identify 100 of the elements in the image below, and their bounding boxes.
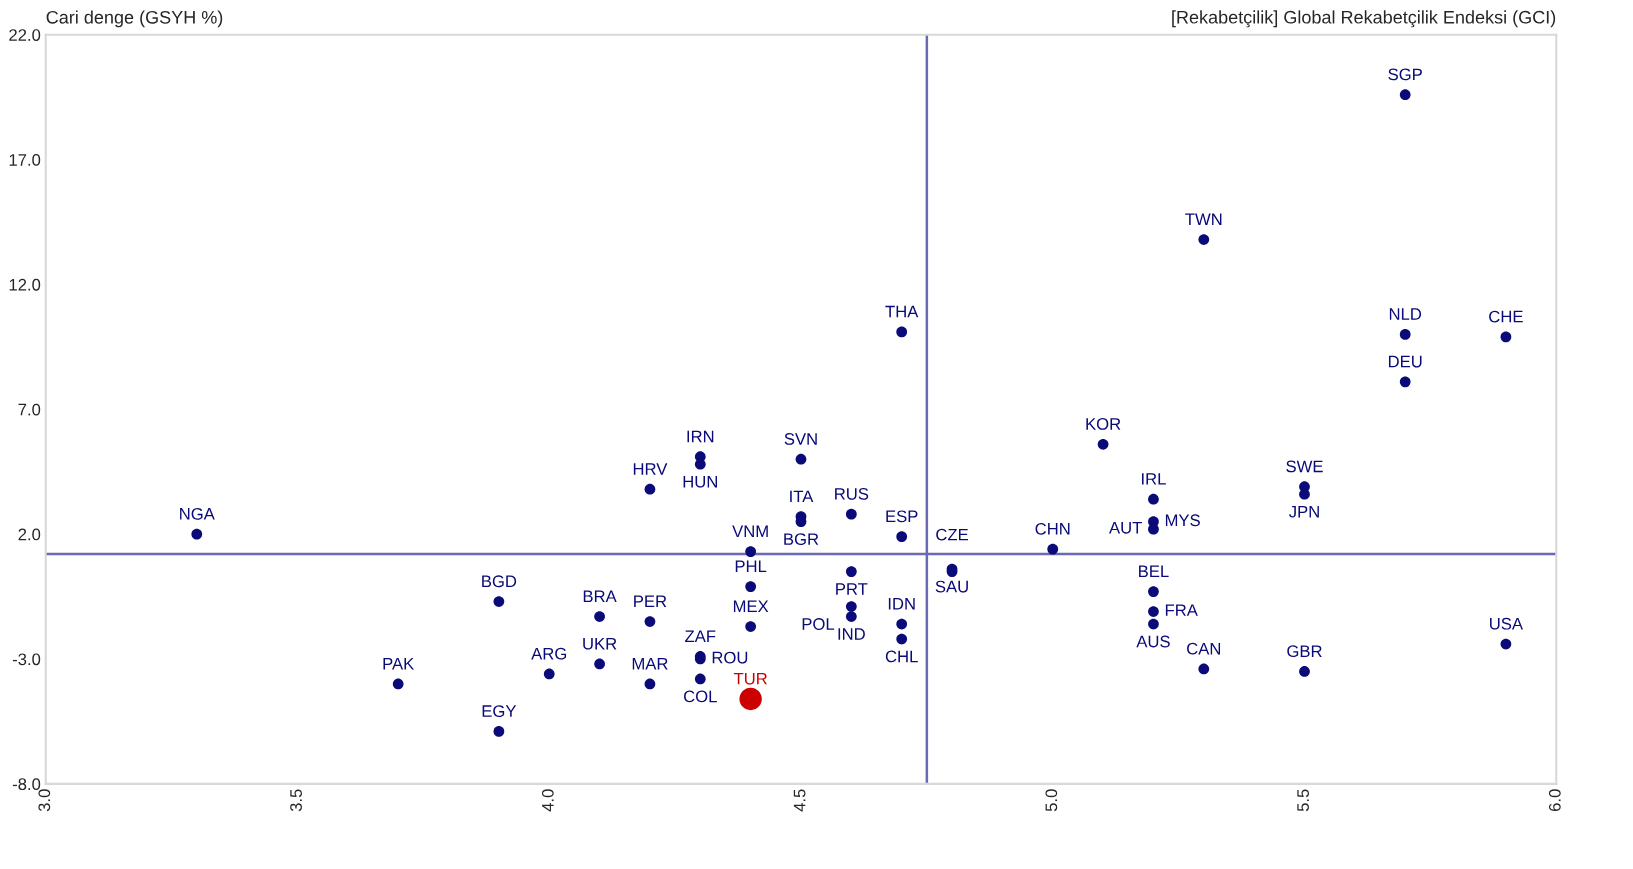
y-tick-label: 12.0 xyxy=(9,278,41,291)
annotation: IND xyxy=(838,628,865,640)
y-tick-label: -8.0 xyxy=(12,778,41,791)
point xyxy=(493,726,505,737)
annotation: CHE xyxy=(1489,310,1523,323)
point xyxy=(739,687,762,711)
annotation: CAN xyxy=(1187,642,1221,655)
annotation: UKR xyxy=(583,637,617,650)
x-tick-label: 4.0 xyxy=(541,789,554,812)
point xyxy=(845,566,857,577)
annotation: SWE xyxy=(1286,460,1323,473)
annotation: IDN xyxy=(888,598,915,610)
annotation: ESP xyxy=(886,510,918,523)
point xyxy=(896,633,908,645)
annotation: BGD xyxy=(482,575,517,588)
annotation: CHN xyxy=(1035,522,1070,535)
annotation: IRL xyxy=(1142,473,1166,485)
annotation: PHL xyxy=(735,560,767,573)
point xyxy=(1148,493,1159,505)
x-tick-label: 3.0 xyxy=(38,789,51,812)
annotation: THA xyxy=(885,305,919,318)
point xyxy=(1148,586,1159,597)
annotation: ITA xyxy=(790,490,814,503)
point xyxy=(745,546,757,557)
point xyxy=(845,601,857,612)
point xyxy=(1399,376,1411,388)
y-tick-label: 2.0 xyxy=(18,528,41,541)
annotation: TUR xyxy=(733,672,767,685)
point xyxy=(1148,618,1159,630)
y-axis-title: Cari denge (GSYH %) xyxy=(46,10,223,28)
point xyxy=(745,581,757,592)
point xyxy=(1198,234,1210,245)
x-axis-title: [Rekabetçilik] Global Rekabetçilik Endeksi (GCI) xyxy=(1172,10,1556,28)
annotation: AUT xyxy=(1109,522,1142,534)
point xyxy=(392,678,404,690)
point xyxy=(644,616,656,627)
annotation: RUS xyxy=(835,487,869,500)
annotation: PER xyxy=(634,595,667,607)
point xyxy=(896,326,908,338)
annotation: VNM xyxy=(732,525,768,538)
point xyxy=(1097,438,1109,450)
point xyxy=(1500,331,1512,343)
x-tick-label: 5.0 xyxy=(1045,789,1058,812)
annotation: NLD xyxy=(1389,308,1422,320)
point xyxy=(594,658,605,670)
point xyxy=(1299,666,1310,677)
annotation: CZE xyxy=(936,528,968,541)
annotation: BEL xyxy=(1139,565,1169,578)
annotation: DEU xyxy=(1388,355,1422,368)
x-tick-label: 5.5 xyxy=(1297,789,1309,812)
annotation: TWN xyxy=(1185,213,1222,225)
annotation: MYS xyxy=(1165,514,1200,527)
annotation: COL xyxy=(684,690,717,703)
point xyxy=(543,668,555,680)
annotation: PAK xyxy=(383,657,415,670)
point xyxy=(1047,543,1059,555)
annotation: JPN xyxy=(1289,505,1319,518)
point xyxy=(745,621,757,632)
annotation: SGP xyxy=(1388,68,1422,81)
y-tick-label: 17.0 xyxy=(9,154,41,166)
annotation: KOR xyxy=(1086,418,1121,430)
annotation: AUS xyxy=(1136,635,1170,648)
x-tick-label: 3.5 xyxy=(290,789,302,812)
point xyxy=(644,678,656,690)
annotation: MAR xyxy=(632,657,668,670)
point xyxy=(1500,638,1512,650)
annotation: USA xyxy=(1490,617,1523,630)
point xyxy=(845,611,857,622)
point xyxy=(795,453,807,465)
annotation: CHL xyxy=(885,650,918,663)
annotation: ARG xyxy=(531,647,567,660)
x-tick-label: 4.5 xyxy=(793,789,806,812)
annotation: HUN xyxy=(683,475,717,488)
y-tick-label: 22.0 xyxy=(9,29,41,41)
point xyxy=(594,611,605,622)
point xyxy=(493,596,505,607)
annotation: MEX xyxy=(733,600,769,612)
point xyxy=(1399,89,1411,101)
annotation: SVN xyxy=(784,433,817,445)
annotation: EGY xyxy=(482,705,517,717)
point xyxy=(1198,663,1210,675)
annotation: FRA xyxy=(1165,604,1198,616)
annotation: BGR xyxy=(784,533,819,546)
point xyxy=(644,483,656,495)
point xyxy=(694,673,706,685)
annotation: BRA xyxy=(583,590,617,602)
y-tick-label: 7.0 xyxy=(18,403,41,416)
point xyxy=(1399,329,1411,340)
annotation: IRN xyxy=(687,430,714,443)
point xyxy=(1148,606,1159,617)
annotation: PRT xyxy=(836,583,868,595)
annotation: POL xyxy=(802,618,835,630)
annotation: SAU xyxy=(935,580,968,593)
x-tick-label: 6.0 xyxy=(1548,789,1561,812)
point xyxy=(896,531,908,543)
annotation: ROU xyxy=(712,651,748,664)
point xyxy=(845,508,857,520)
annotation: ZAF xyxy=(685,630,716,642)
point xyxy=(896,618,908,630)
point xyxy=(191,528,203,540)
